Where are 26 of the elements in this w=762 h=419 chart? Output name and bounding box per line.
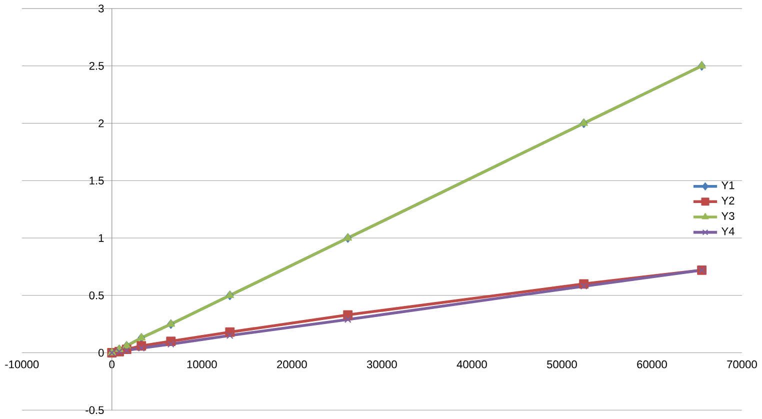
y-tick-label: 0.5: [89, 292, 104, 300]
y-tick-label: 2.5: [89, 62, 104, 70]
x-tick-label: 0: [109, 360, 115, 368]
y-tick-label: 1: [98, 234, 104, 242]
x-tick-label: 40000: [456, 360, 487, 368]
point: [226, 332, 234, 340]
y-tick-label: 3: [98, 4, 104, 13]
x-tick-label: 60000: [637, 360, 667, 368]
y-tick-label: 1.5: [90, 176, 104, 185]
x-tick-label: -10000: [5, 360, 39, 368]
x-tick-label: 50000: [546, 360, 577, 368]
legend-label: Y1: [721, 182, 734, 190]
point: [167, 340, 174, 348]
legend-label: Y4: [721, 228, 734, 236]
x-tick-label: 10000: [187, 360, 217, 368]
y-tick-label: -0.5: [86, 406, 104, 414]
x-tick-label: 30000: [366, 360, 397, 368]
x-tick-label: 70000: [727, 360, 757, 368]
x-tick-label: 20000: [277, 360, 307, 368]
point: [138, 344, 145, 352]
y-tick-label: 0: [98, 349, 104, 357]
point: [580, 282, 588, 290]
point: [344, 316, 352, 324]
y-tick-label: 2: [98, 120, 104, 128]
legend-label: Y3: [721, 212, 734, 220]
legend-label: Y2: [721, 196, 734, 205]
